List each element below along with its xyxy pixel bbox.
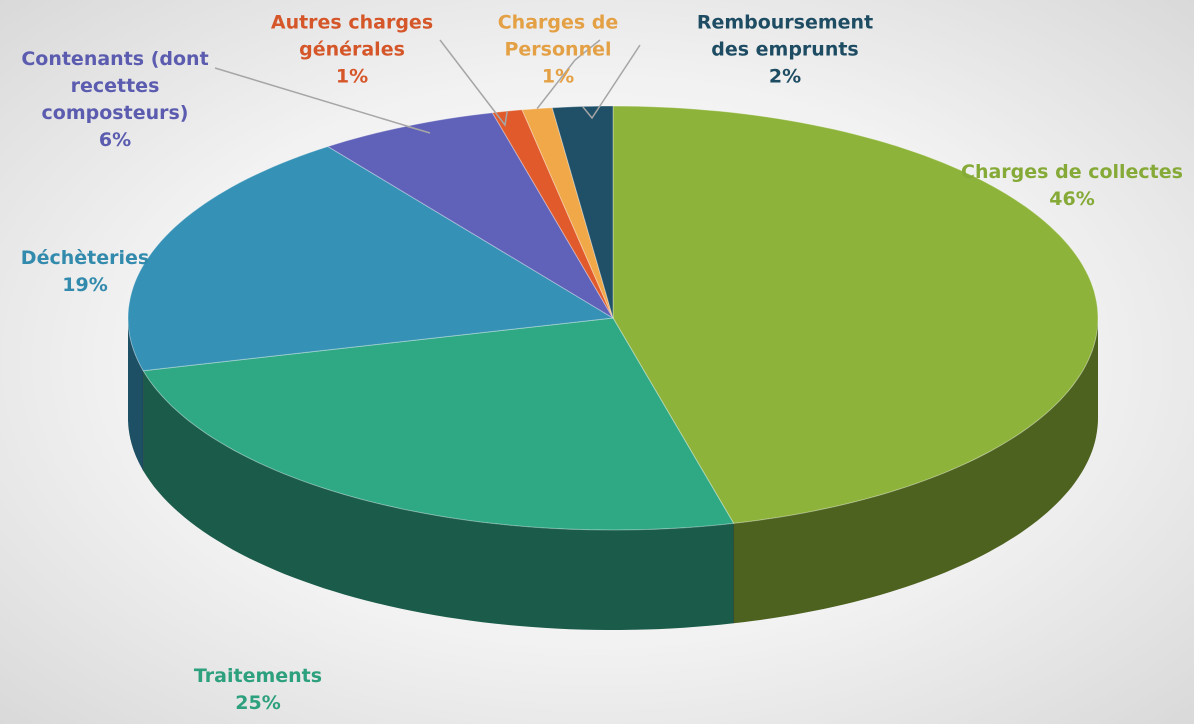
pie-top — [127, 105, 1099, 531]
data-label: Autres charges générales 1% — [262, 10, 442, 91]
slice-side — [733, 318, 1098, 624]
data-label: Traitements 25% — [158, 663, 358, 717]
leader-line — [536, 39, 601, 110]
slice-name: Traitements — [193, 665, 323, 687]
pie-sides — [128, 318, 1098, 630]
data-label: Contenants (dont recettes composteurs) 6% — [10, 46, 220, 154]
slice-value: 2% — [768, 65, 802, 88]
data-label: Remboursement des emprunts 2% — [680, 10, 890, 91]
slice-value: 1% — [541, 65, 575, 88]
data-label: Charges de collectes 46% — [942, 159, 1194, 213]
pie-slice — [142, 317, 735, 531]
slice-value: 1% — [335, 65, 369, 88]
pie-slice — [127, 145, 615, 372]
data-label: Déchèteries 19% — [5, 245, 165, 299]
leader-line — [214, 67, 431, 134]
slice-name: Autres charges générales — [270, 11, 434, 61]
slice-value: 46% — [1049, 188, 1095, 210]
slice-name: Remboursement des emprunts — [696, 11, 874, 61]
leader-line — [439, 39, 508, 127]
slice-name: Charges de Personnel — [497, 11, 619, 61]
slice-value: 25% — [235, 692, 281, 714]
slice-side — [128, 318, 144, 471]
slice-value: 6% — [98, 129, 132, 151]
slice-side — [143, 370, 734, 630]
slice-value: 19% — [62, 274, 108, 296]
leader-line — [581, 44, 641, 120]
pie-slice — [551, 105, 614, 319]
pie-slice — [612, 105, 1099, 524]
slice-name: Déchèteries — [20, 247, 150, 269]
slice-name: Charges de collectes — [961, 161, 1183, 183]
data-label: Charges de Personnel 1% — [493, 10, 623, 91]
slice-name: Contenants (dont recettes composteurs) — [21, 48, 209, 124]
